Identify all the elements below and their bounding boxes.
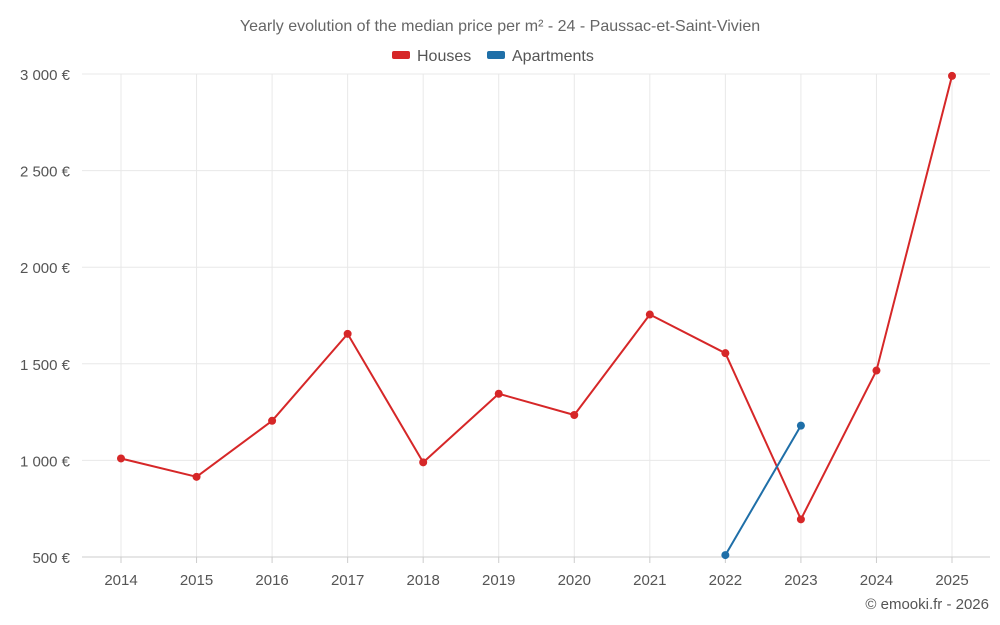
x-tick-label: 2016 [255,572,288,589]
grid-lines [82,73,990,557]
y-tick-label: 2 000 € [20,260,71,277]
legend: Houses Apartments [392,48,594,65]
legend-label-houses[interactable]: Houses [417,48,471,65]
data-point-houses-2018[interactable] [419,458,428,467]
x-tick-label: 2014 [104,572,137,589]
data-point-houses-2015[interactable] [192,472,201,481]
y-axis: 500 € 1 000 € 1 500 € 2 000 € 2 500 € 3 000 € [20,67,71,567]
x-axis: 2014 2015 2016 2017 2018 2019 2020 2021 2022 2023… [82,556,990,589]
legend-swatch-houses [392,51,410,59]
data-point-apartments-2023[interactable] [796,421,805,430]
series-line-apartments [724,424,802,557]
y-tick-label: 1 000 € [20,453,71,470]
x-tick-label: 2018 [406,572,439,589]
data-point-houses-2014[interactable] [117,454,125,463]
x-tick-label: 2021 [633,572,666,589]
x-tick-label: 2017 [331,572,364,589]
data-point-houses-2020[interactable] [570,410,579,419]
data-point-houses-2017[interactable] [343,329,352,338]
data-point-houses-2019[interactable] [494,389,503,398]
legend-label-apartments[interactable]: Apartments [512,48,594,65]
data-point-houses-2021[interactable] [645,310,654,319]
data-point-apartments-2022[interactable] [721,551,730,560]
x-tick-label: 2020 [558,572,591,589]
series-line-houses [120,74,953,521]
data-point-houses-2024[interactable] [872,366,881,375]
y-tick-label: 2 500 € [20,164,71,181]
x-tick-label: 2024 [860,572,893,589]
x-tick-label: 2015 [180,572,213,589]
x-tick-label: 2022 [709,572,742,589]
data-point-houses-2023[interactable] [796,515,805,524]
data-point-houses-2016[interactable] [268,416,277,425]
x-tick-label: 2025 [935,572,968,589]
legend-swatch-apartments [487,51,505,59]
y-tick-label: 500 € [32,550,70,567]
y-tick-label: 3 000 € [20,67,71,84]
chart-title: Yearly evolution of the median price per… [240,18,760,35]
credit-text: © emooki.fr - 2026 [865,596,989,613]
x-tick-label: 2019 [482,572,515,589]
data-point-houses-2025[interactable] [948,71,956,80]
plot-area [117,71,956,560]
data-point-houses-2022[interactable] [721,349,730,358]
y-tick-label: 1 500 € [20,357,71,374]
x-tick-label: 2023 [784,572,817,589]
